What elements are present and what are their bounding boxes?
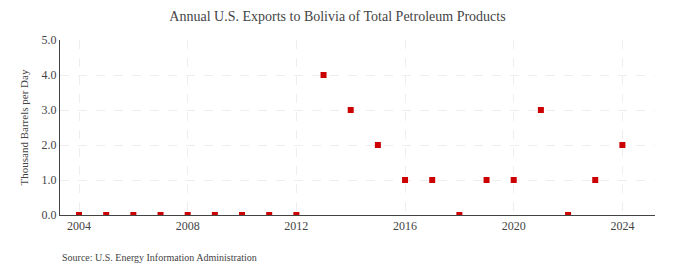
- svg-text:1.0: 1.0: [42, 173, 57, 187]
- svg-text:0.0: 0.0: [42, 208, 57, 222]
- svg-text:2016: 2016: [393, 219, 417, 233]
- svg-text:5.0: 5.0: [42, 33, 57, 47]
- svg-text:2024: 2024: [610, 219, 634, 233]
- svg-text:Source: U.S. Energy Informatio: Source: U.S. Energy Information Administ…: [62, 252, 257, 263]
- svg-text:Annual U.S. Exports to Bolivia: Annual U.S. Exports to Bolivia of Total …: [169, 9, 505, 24]
- svg-text:2.0: 2.0: [42, 138, 57, 152]
- svg-text:4.0: 4.0: [42, 68, 57, 82]
- svg-text:3.0: 3.0: [42, 103, 57, 117]
- svg-text:2004: 2004: [67, 219, 91, 233]
- svg-text:2020: 2020: [502, 219, 526, 233]
- svg-text:2012: 2012: [284, 219, 308, 233]
- svg-text:Thousand Barrels per Day: Thousand Barrels per Day: [18, 69, 30, 185]
- svg-text:2008: 2008: [176, 219, 200, 233]
